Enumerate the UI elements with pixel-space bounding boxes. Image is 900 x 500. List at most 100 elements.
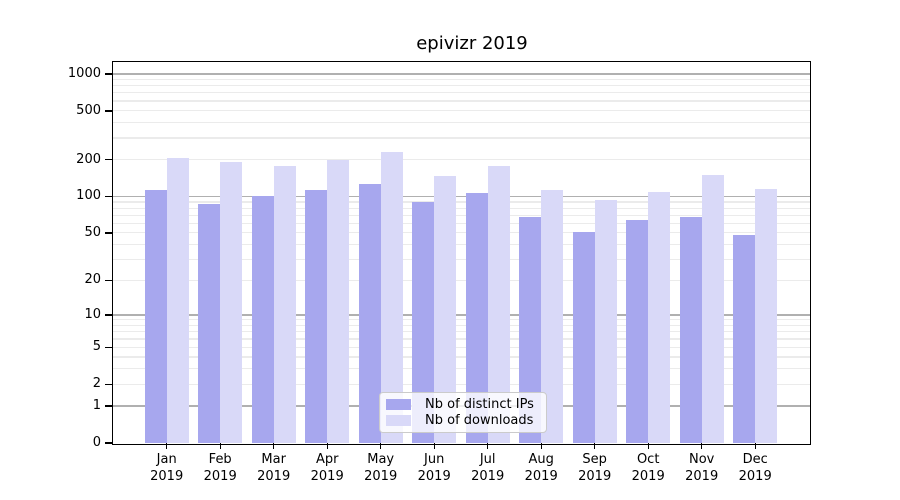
x-tick-label-oct: Oct 2019 bbox=[631, 452, 665, 484]
gridline-7 bbox=[113, 331, 810, 333]
x-tick-label-jun: Jun 2019 bbox=[417, 452, 451, 484]
x-tick-jun bbox=[433, 443, 435, 449]
x-tick-label-jul: Jul 2019 bbox=[471, 452, 505, 484]
gridline-700 bbox=[113, 92, 810, 94]
x-tick-jan bbox=[166, 443, 168, 449]
gridline-20 bbox=[113, 279, 810, 281]
chart-title: epivizr 2019 bbox=[416, 33, 528, 54]
x-tick-dec bbox=[754, 443, 756, 449]
y-tick-label-5: 5 bbox=[92, 339, 101, 355]
y-tick-200 bbox=[105, 159, 112, 161]
gridline-600 bbox=[113, 100, 810, 102]
bar-downloads-mar bbox=[273, 166, 296, 443]
gridline-60 bbox=[113, 222, 810, 224]
y-tick-20 bbox=[105, 279, 112, 282]
y-tick-2 bbox=[105, 383, 112, 385]
x-tick-label-dec: Dec 2019 bbox=[738, 452, 772, 484]
gridline-300 bbox=[113, 137, 810, 139]
gridline-3 bbox=[113, 368, 810, 370]
y-tick-label-100: 100 bbox=[76, 188, 101, 204]
bar-downloads-feb bbox=[220, 161, 243, 443]
bar-downloads-dec bbox=[755, 188, 778, 443]
x-tick-label-may: May 2019 bbox=[364, 452, 398, 484]
gridline-30 bbox=[113, 258, 810, 261]
gridline-5 bbox=[113, 346, 810, 348]
y-tick-5 bbox=[105, 346, 112, 348]
x-tick-sep bbox=[594, 443, 596, 449]
legend-item-downloads: Nb of downloads bbox=[386, 413, 538, 428]
y-tick-label-2: 2 bbox=[92, 376, 101, 392]
bar-distinct-ips-nov bbox=[679, 216, 702, 443]
y-tick-label-0: 0 bbox=[92, 435, 101, 450]
bar-downloads-nov bbox=[701, 174, 724, 443]
bar-distinct-ips-sep bbox=[572, 231, 595, 443]
bar-distinct-ips-dec bbox=[733, 235, 756, 443]
legend-label-downloads: Nb of downloads bbox=[425, 413, 534, 428]
x-tick-oct bbox=[647, 443, 649, 449]
y-tick-50 bbox=[105, 232, 112, 234]
gridline-500 bbox=[113, 110, 810, 112]
gridline-900 bbox=[113, 78, 810, 81]
gridline-400 bbox=[113, 122, 810, 124]
x-tick-label-nov: Nov 2019 bbox=[685, 452, 719, 484]
y-tick-label-1000: 1000 bbox=[67, 65, 101, 81]
legend-item-distinct-ips: Nb of distinct IPs bbox=[386, 397, 538, 412]
x-tick-apr bbox=[326, 443, 328, 449]
gridline-1000 bbox=[113, 73, 810, 75]
x-tick-label-aug: Aug 2019 bbox=[524, 452, 558, 484]
y-tick-100 bbox=[105, 195, 112, 198]
gridline-10 bbox=[113, 314, 810, 316]
x-tick-label-sep: Sep 2019 bbox=[578, 452, 612, 484]
bar-downloads-sep bbox=[594, 199, 617, 443]
gridline-800 bbox=[113, 85, 810, 87]
gridline-9 bbox=[113, 319, 810, 321]
y-tick-1000 bbox=[105, 73, 112, 75]
gridline-70 bbox=[113, 214, 810, 216]
bar-downloads-aug bbox=[541, 189, 564, 443]
bar-distinct-ips-jul bbox=[465, 193, 488, 443]
gridline-90 bbox=[113, 201, 810, 203]
y-tick-1 bbox=[105, 405, 112, 407]
bar-distinct-ips-may bbox=[358, 183, 381, 443]
x-tick-jul bbox=[487, 443, 489, 449]
bar-downloads-may bbox=[380, 151, 403, 443]
gridline-4 bbox=[113, 356, 810, 358]
bar-downloads-jul bbox=[487, 165, 510, 443]
y-tick-label-500: 500 bbox=[76, 102, 101, 118]
x-tick-label-apr: Apr 2019 bbox=[310, 452, 344, 484]
bar-downloads-jun bbox=[434, 176, 457, 443]
y-tick-label-10: 10 bbox=[84, 306, 101, 322]
x-tick-aug bbox=[540, 443, 542, 449]
y-tick-0 bbox=[105, 442, 112, 444]
legend: Nb of distinct IPs Nb of downloads bbox=[379, 392, 547, 433]
bar-distinct-ips-jan bbox=[144, 190, 167, 443]
bar-distinct-ips-feb bbox=[198, 203, 221, 443]
gridline-2 bbox=[113, 383, 810, 385]
legend-swatch-downloads-icon bbox=[386, 415, 411, 426]
x-tick-mar bbox=[273, 443, 275, 449]
bar-distinct-ips-jun bbox=[412, 202, 435, 443]
bar-distinct-ips-mar bbox=[251, 195, 274, 443]
gridline-8 bbox=[113, 324, 810, 327]
bar-distinct-ips-aug bbox=[519, 216, 542, 443]
gridline-40 bbox=[113, 243, 810, 246]
bar-downloads-oct bbox=[648, 192, 671, 443]
y-tick-10 bbox=[105, 314, 112, 316]
x-tick-label-jan: Jan 2019 bbox=[150, 452, 184, 484]
y-tick-label-20: 20 bbox=[84, 272, 101, 288]
y-tick-label-200: 200 bbox=[76, 151, 101, 167]
x-tick-nov bbox=[701, 443, 703, 449]
x-tick-label-mar: Mar 2019 bbox=[257, 452, 291, 484]
legend-label-distinct-ips: Nb of distinct IPs bbox=[425, 397, 534, 412]
y-tick-label-1: 1 bbox=[92, 397, 101, 413]
gridline-80 bbox=[113, 207, 810, 209]
x-tick-feb bbox=[219, 443, 221, 449]
bar-distinct-ips-oct bbox=[626, 220, 649, 443]
bar-downloads-jan bbox=[166, 157, 189, 443]
gridline-50 bbox=[113, 232, 810, 234]
gridline-6 bbox=[113, 338, 810, 340]
x-tick-may bbox=[380, 443, 382, 449]
bar-distinct-ips-apr bbox=[305, 190, 328, 443]
gridline-100 bbox=[113, 195, 810, 198]
